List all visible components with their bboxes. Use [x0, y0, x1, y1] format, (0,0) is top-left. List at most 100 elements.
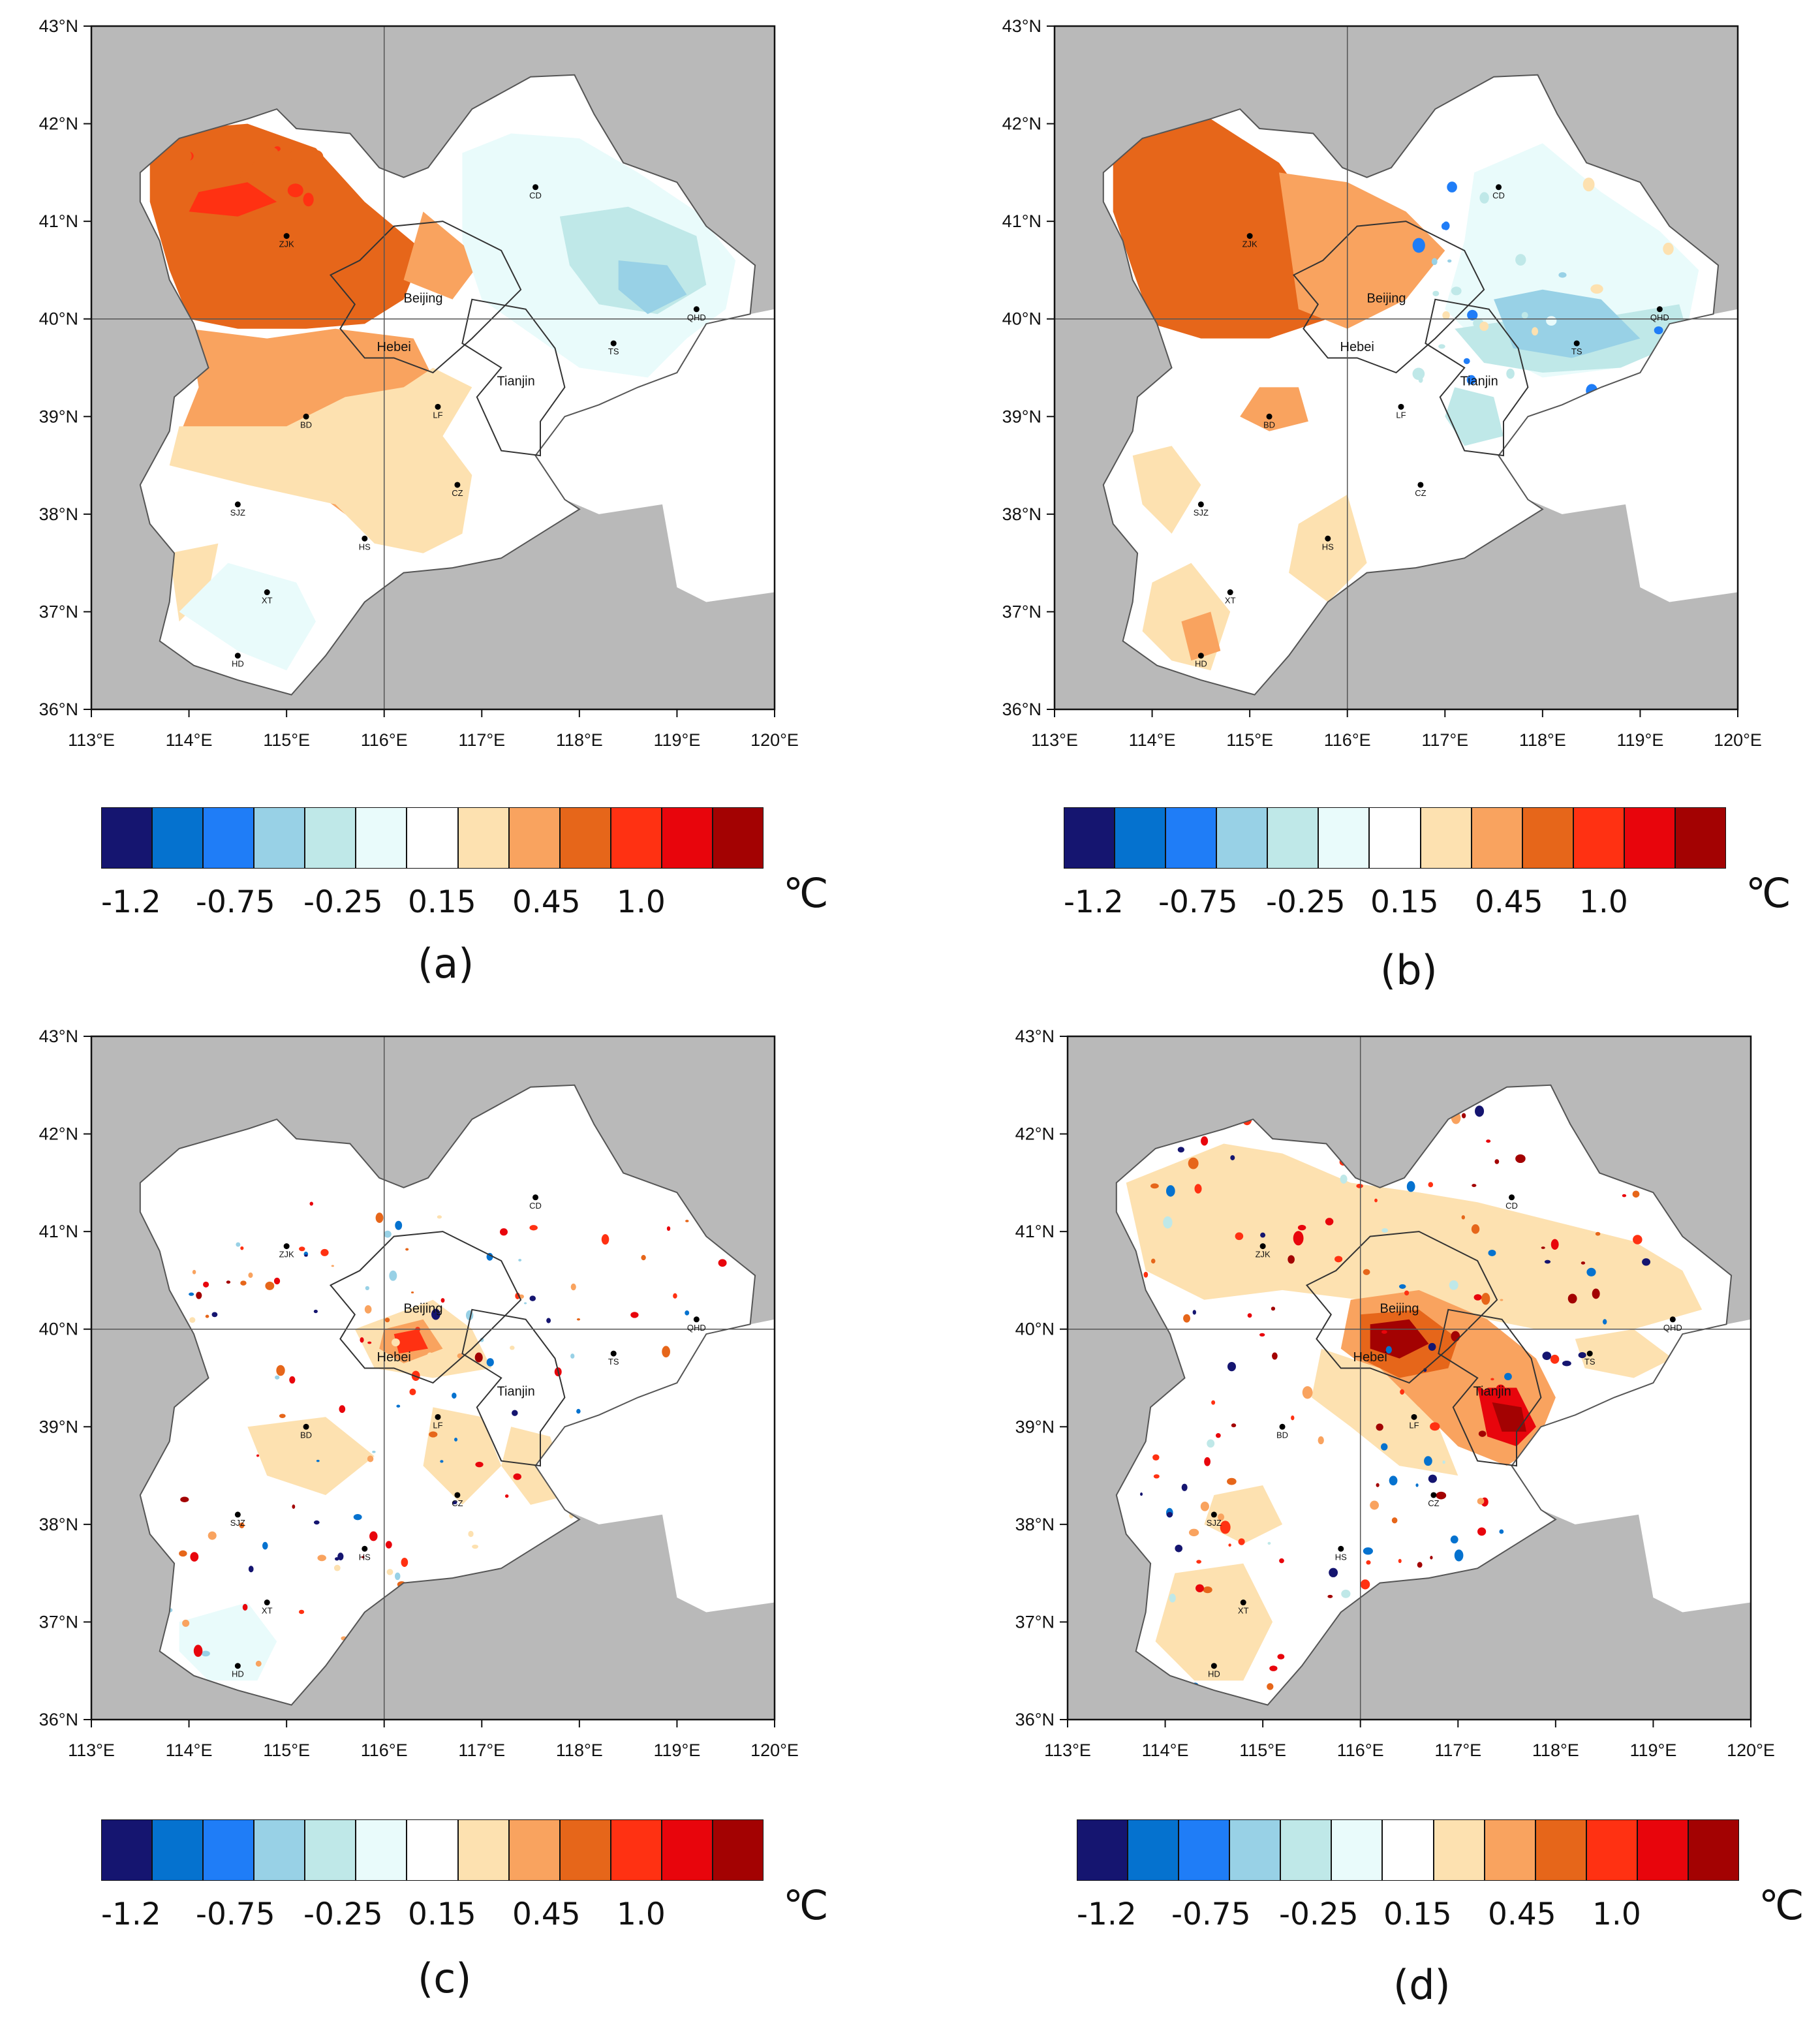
x-tick-label: 119°E: [1629, 1740, 1676, 1760]
city-label-hd: HD: [1208, 1669, 1220, 1679]
city-label-qhd: QHD: [1650, 313, 1669, 322]
region-label-hebei: Hebei: [377, 1350, 411, 1365]
anomaly-spot: [1381, 1443, 1388, 1451]
anomaly-spot: [1400, 1389, 1405, 1395]
anomaly-spot: [265, 1281, 275, 1290]
anomaly-spot: [1211, 1400, 1216, 1405]
anomaly-area-7: [393, 1329, 428, 1354]
anomaly-spot: [1586, 1267, 1596, 1276]
anomaly-spot: [1412, 367, 1425, 380]
city-label-bd: BD: [300, 1430, 312, 1440]
anomaly-spot: [1143, 1271, 1149, 1278]
colorbar-tick-label: 0.45: [512, 884, 581, 920]
anomaly-spot: [1424, 1456, 1432, 1466]
anomaly-spot: [362, 1556, 365, 1558]
colorbar-box: [203, 1819, 254, 1881]
city-dot-qhd: [1656, 306, 1663, 313]
city-dot-lf: [435, 403, 441, 410]
anomaly-spot: [367, 1341, 372, 1344]
anomaly-spot: [1471, 1224, 1480, 1234]
city-label-cd: CD: [529, 1201, 542, 1211]
colorbar-unit: ℃: [1759, 1881, 1804, 1929]
colorbar-box: [1165, 807, 1217, 869]
colorbar-tick-label: -0.25: [1266, 884, 1346, 920]
anomaly-spot: [1581, 1261, 1586, 1265]
anomaly-spot: [515, 1292, 520, 1299]
colorbar-box: [661, 1819, 713, 1881]
anomaly-spot: [303, 193, 314, 207]
anomaly-spot: [276, 1365, 285, 1376]
city-dot-zjk: [1246, 233, 1253, 240]
anomaly-spot: [1227, 1361, 1236, 1372]
y-tick-label: 36°N: [1015, 1710, 1055, 1729]
anomaly-spot: [1412, 238, 1425, 253]
anomaly-area-4: [169, 367, 472, 553]
anomaly-area-6: [1181, 611, 1221, 661]
anomaly-spot: [1481, 1293, 1490, 1305]
city-label-cz: CZ: [452, 1498, 463, 1508]
anomaly-spot: [1567, 1293, 1577, 1304]
anomaly-spot: [1436, 1491, 1447, 1500]
y-tick-label: 40°N: [39, 309, 78, 329]
colorbar-box: [457, 1819, 509, 1881]
colorbar-tick-label: 0.45: [1488, 1896, 1556, 1932]
anomaly-spot: [1381, 1330, 1387, 1334]
anomaly-spot: [529, 1225, 538, 1231]
anomaly-spot: [1449, 1280, 1458, 1290]
y-tick-label: 38°N: [39, 504, 78, 524]
colorbar-box: [1064, 807, 1115, 869]
city-dot-hs: [362, 535, 368, 542]
anomaly-field: [149, 123, 736, 671]
anomaly-spot: [576, 1408, 581, 1414]
anomaly-spot: [1447, 181, 1457, 193]
anomaly-spot: [1181, 1483, 1188, 1491]
colorbar-tick-label: -0.75: [196, 1896, 275, 1932]
anomaly-spot: [1595, 1231, 1601, 1236]
anomaly-spot: [1363, 1547, 1373, 1555]
y-tick-label: 37°N: [39, 1612, 78, 1631]
y-tick-label: 43°N: [1015, 1027, 1055, 1046]
region-border: [1115, 1084, 1733, 1706]
city-label-hd: HD: [232, 1669, 244, 1679]
anomaly-area-1: [1126, 1143, 1703, 1329]
y-tick-label: 41°N: [1002, 211, 1041, 231]
city-dot-qhd: [693, 306, 700, 313]
anomaly-spot: [1231, 1423, 1237, 1428]
x-tick-label: 117°E: [1434, 1740, 1481, 1760]
anomaly-area-4: [1132, 446, 1201, 534]
city-label-bd: BD: [1276, 1430, 1288, 1440]
anomaly-spot: [1546, 316, 1557, 326]
y-tick-label: 37°N: [1015, 1612, 1055, 1631]
y-tick-label: 40°N: [39, 1320, 78, 1339]
anomaly-spot: [472, 1544, 478, 1549]
colorbar-tick-label: -0.25: [1279, 1896, 1359, 1932]
region-label-tianjin: Tianjin: [1460, 374, 1498, 388]
y-tick-label: 39°N: [1015, 1417, 1055, 1436]
anomaly-spot: [1166, 1511, 1173, 1518]
colorbar-box: [712, 1819, 764, 1881]
city-label-xt: XT: [262, 596, 273, 606]
colorbar-4: [1077, 1819, 1740, 1881]
city-label-bd: BD: [300, 420, 312, 429]
city-dot-hs: [1338, 1545, 1344, 1552]
panel-label-2: (b): [1380, 946, 1438, 994]
colorbar-tick-label: 1.0: [617, 884, 666, 920]
anomaly-spot: [452, 1501, 457, 1505]
anomaly-area-11: [1445, 387, 1504, 446]
y-tick-label: 39°N: [39, 407, 78, 426]
anomaly-spot: [262, 1541, 268, 1550]
colorbar-1: [101, 807, 764, 869]
anomaly-spot: [360, 1337, 364, 1343]
anomaly-spot: [1542, 1352, 1552, 1361]
anomaly-spot: [1428, 1342, 1436, 1351]
city-dot-cz: [1430, 1492, 1437, 1498]
x-tick-label: 117°E: [1421, 730, 1468, 750]
anomaly-spot: [384, 1318, 390, 1323]
anomaly-spot: [394, 1572, 401, 1581]
region-label-beijing: Beijing: [1367, 291, 1406, 305]
city-dot-hd: [1197, 653, 1204, 659]
anomaly-spot: [1430, 1556, 1433, 1560]
anomaly-spot: [248, 1272, 253, 1278]
anomaly-spot: [504, 1494, 509, 1498]
colorbar-tick-label: -0.75: [196, 884, 275, 920]
